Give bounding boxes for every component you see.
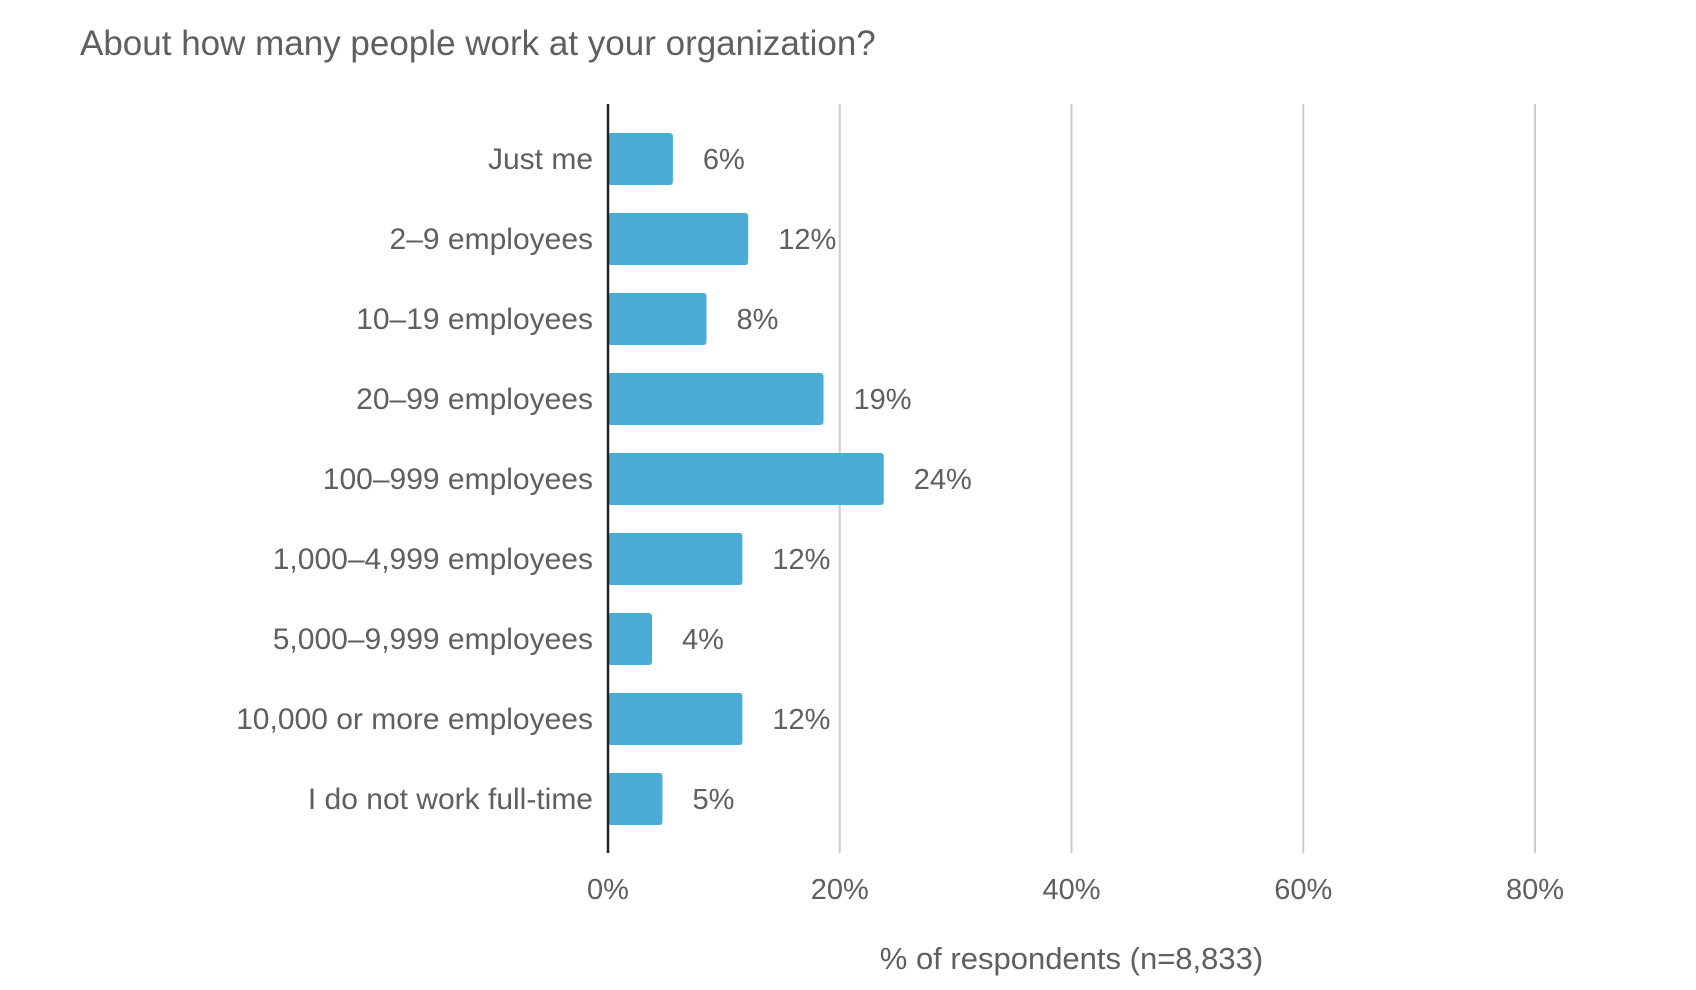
bar: [608, 693, 743, 745]
category-label: 20–99 employees: [356, 383, 593, 416]
data-label: 19%: [854, 384, 912, 416]
data-label: 8%: [736, 304, 778, 336]
data-label: 12%: [772, 544, 830, 576]
category-label: 10,000 or more employees: [236, 703, 593, 736]
category-label: 5,000–9,999 employees: [273, 623, 593, 656]
bar: [608, 453, 884, 505]
x-axis-label: % of respondents (n=8,833): [880, 941, 1263, 976]
x-tick-label: 0%: [587, 874, 629, 906]
bar: [608, 533, 743, 585]
category-labels: Just me 2–9 employees 10–19 employees 20–99…: [236, 143, 593, 816]
value-labels: 6% 12% 8% 19% 24% 12% 4% 12% 5%: [682, 144, 972, 816]
bar: [608, 613, 653, 665]
category-label: 10–19 employees: [356, 303, 593, 336]
category-label: 100–999 employees: [323, 463, 593, 496]
bar: [608, 773, 663, 825]
data-label: 12%: [778, 224, 836, 256]
x-tick-label: 40%: [1042, 874, 1100, 906]
x-tick-label: 80%: [1506, 874, 1564, 906]
x-tick-label: 20%: [811, 874, 869, 906]
category-label: Just me: [488, 143, 593, 176]
bar: [608, 133, 673, 185]
bar: [608, 213, 749, 265]
gridlines: [838, 104, 1536, 853]
x-tick-labels: 0% 20% 40% 60% 80%: [587, 874, 1564, 906]
category-label: 2–9 employees: [390, 223, 593, 256]
category-label: I do not work full-time: [308, 783, 593, 816]
data-label: 6%: [703, 144, 745, 176]
bar: [608, 373, 824, 425]
data-label: 4%: [682, 624, 724, 656]
data-label: 5%: [692, 784, 734, 816]
category-label: 1,000–4,999 employees: [273, 543, 593, 576]
chart-title: About how many people work at your organ…: [80, 24, 876, 63]
bar-series: [608, 133, 884, 825]
data-label: 24%: [914, 464, 972, 496]
data-label: 12%: [772, 704, 830, 736]
x-tick-label: 60%: [1274, 874, 1332, 906]
bar: [608, 293, 707, 345]
